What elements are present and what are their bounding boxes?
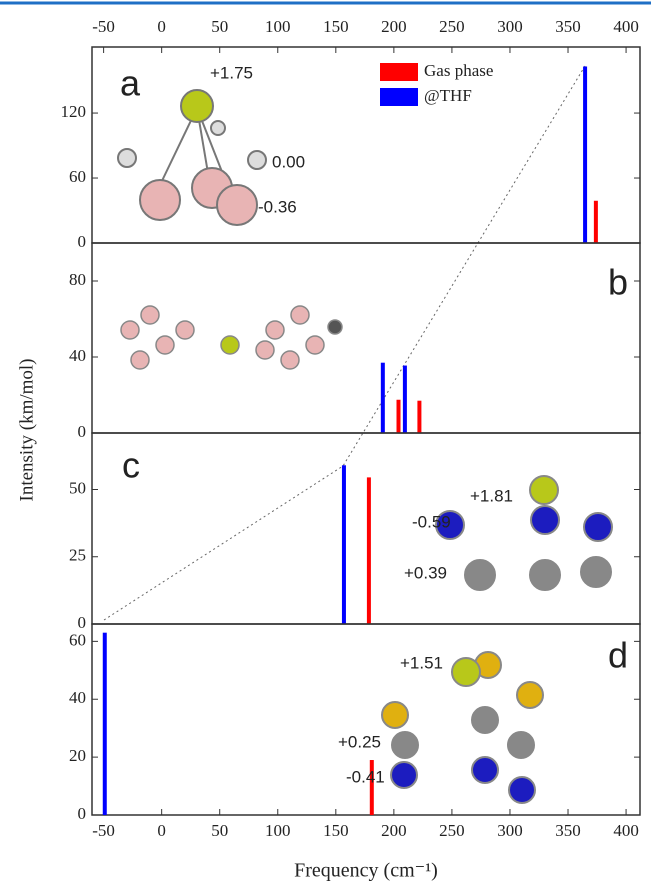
x-tick-label: 200: [381, 821, 407, 840]
molecule-d: [382, 652, 543, 803]
panel-label: b: [608, 262, 628, 303]
y-tick-label: 0: [78, 422, 87, 441]
y-tick-label: 80: [69, 270, 86, 289]
x-tick-label: 50: [211, 821, 228, 840]
y-tick-label: 0: [78, 613, 87, 632]
panel-frame: [92, 243, 640, 433]
x-tick-label: 100: [265, 17, 291, 36]
panel-label: a: [120, 63, 141, 104]
panel-label: d: [608, 635, 628, 676]
x-tick-label: 150: [323, 821, 349, 840]
y-tick-label: 20: [69, 746, 86, 765]
chart: 060120-50050100150200250300350400a+1.750…: [0, 0, 651, 892]
y-tick-label: 60: [69, 167, 86, 186]
bar: [342, 465, 346, 624]
y-tick-label: 25: [69, 546, 86, 565]
y-tick-label: 50: [69, 478, 86, 497]
bar: [417, 401, 421, 433]
annotation: +1.51: [400, 653, 443, 672]
x-tick-label: 250: [439, 821, 465, 840]
bar: [381, 363, 385, 433]
x-tick-label: -50: [92, 17, 115, 36]
x-tick-label: 0: [157, 17, 166, 36]
x-tick-label: 300: [497, 17, 523, 36]
y-tick-label: 0: [78, 232, 87, 251]
panel-frame: [92, 433, 640, 624]
annotation: 0.00: [272, 152, 305, 171]
legend-swatch: [380, 88, 418, 106]
bar: [367, 477, 371, 624]
x-tick-label: 350: [555, 17, 581, 36]
bar: [583, 66, 587, 243]
annotation: +0.39: [404, 563, 447, 582]
bar: [403, 366, 407, 433]
annotation: -0.41: [346, 767, 385, 786]
x-tick-label: 400: [613, 17, 639, 36]
x-tick-label: 200: [381, 17, 407, 36]
annotation: +1.81: [470, 486, 513, 505]
annotation: +0.25: [338, 732, 381, 751]
annotation: +1.75: [210, 63, 253, 82]
x-tick-label: 400: [613, 821, 639, 840]
x-tick-label: 100: [265, 821, 291, 840]
x-tick-label: -50: [92, 821, 115, 840]
molecule-c: [436, 476, 612, 590]
bar: [397, 400, 401, 433]
bar: [103, 633, 107, 815]
annotation: -0.59: [412, 512, 451, 531]
panel-label: c: [122, 445, 140, 486]
y-tick-label: 120: [61, 102, 87, 121]
x-tick-label: 300: [497, 821, 523, 840]
y-tick-label: 40: [69, 688, 86, 707]
molecule-a: [118, 90, 266, 225]
molecule-b: [121, 306, 342, 369]
y-axis-label: Intensity (km/mol): [16, 358, 37, 501]
annotation: -0.36: [258, 197, 297, 216]
y-tick-label: 0: [78, 804, 87, 823]
legend-swatch: [380, 63, 418, 81]
bar: [594, 201, 598, 243]
x-tick-label: 250: [439, 17, 465, 36]
y-tick-label: 60: [69, 630, 86, 649]
x-axis-label: Frequency (cm⁻¹): [294, 860, 438, 882]
x-tick-label: 0: [157, 821, 166, 840]
legend-label: Gas phase: [424, 61, 493, 80]
legend-label: @THF: [424, 86, 472, 105]
x-tick-label: 50: [211, 17, 228, 36]
x-tick-label: 350: [555, 821, 581, 840]
y-tick-label: 40: [69, 346, 86, 365]
x-tick-label: 150: [323, 17, 349, 36]
